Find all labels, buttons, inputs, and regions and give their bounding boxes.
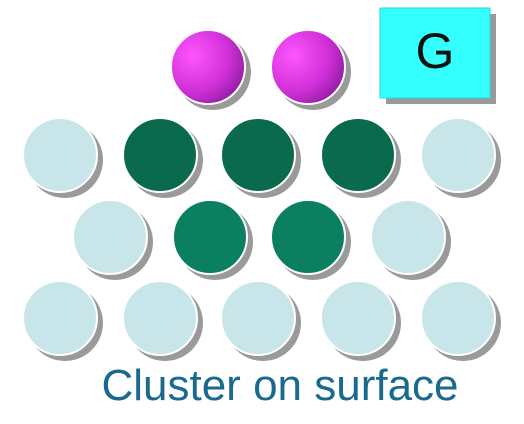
atom xyxy=(172,199,248,275)
atom xyxy=(22,280,98,356)
atom xyxy=(220,117,296,193)
caption: Cluster on surface xyxy=(101,361,458,410)
atom xyxy=(72,199,148,275)
atom xyxy=(270,29,346,105)
atom xyxy=(320,280,396,356)
atom xyxy=(370,199,446,275)
label: G xyxy=(416,23,455,79)
atom xyxy=(22,117,98,193)
atoms xyxy=(22,29,501,361)
atom xyxy=(320,117,396,193)
atom xyxy=(170,29,246,105)
atom xyxy=(270,199,346,275)
atom xyxy=(122,117,198,193)
label-box xyxy=(379,7,491,99)
atom xyxy=(122,280,198,356)
atom xyxy=(420,280,496,356)
atom xyxy=(420,117,496,193)
atom xyxy=(220,280,296,356)
